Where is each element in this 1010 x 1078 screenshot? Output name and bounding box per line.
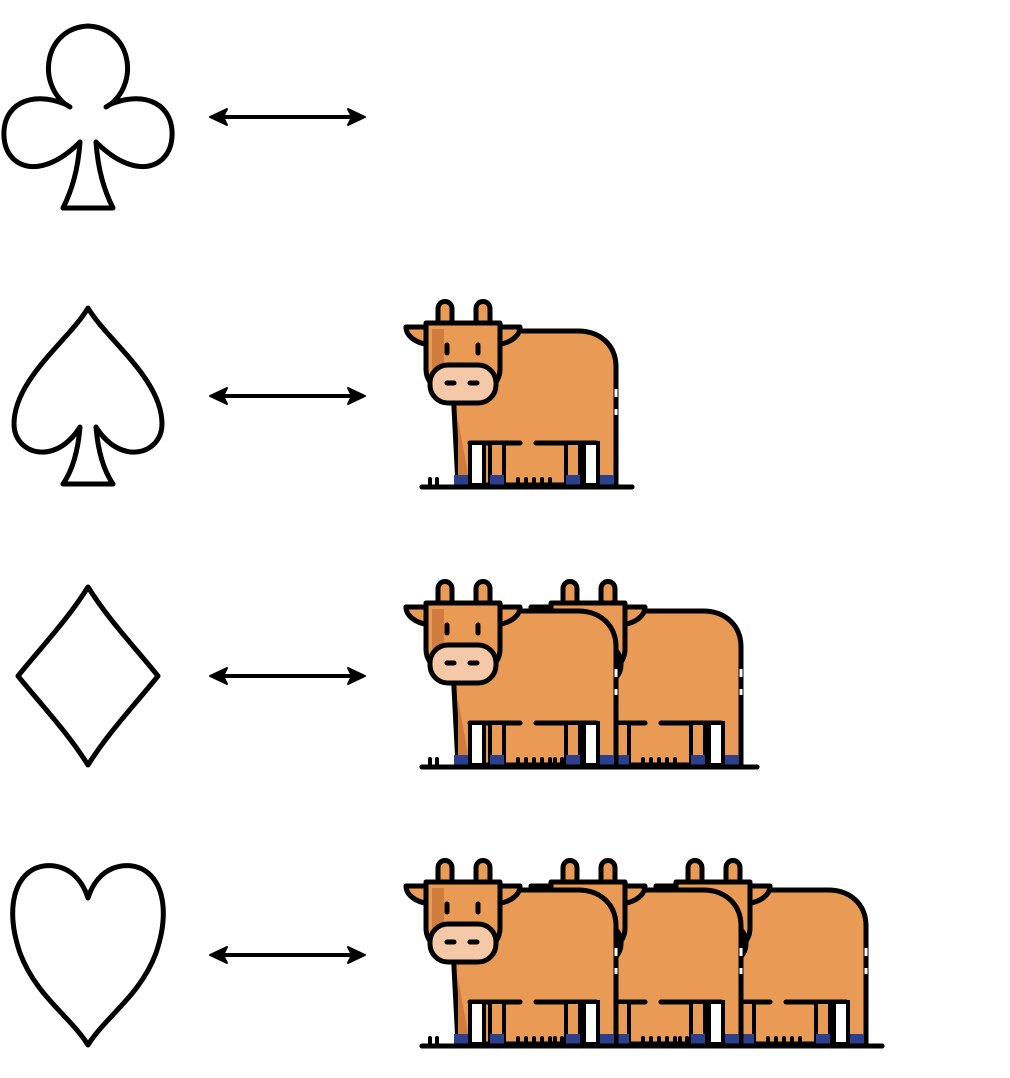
mapping-row-diamond xyxy=(0,559,1010,799)
cow-icon xyxy=(403,299,619,488)
mapping-row-spade xyxy=(0,279,1010,519)
spade-suit-icon xyxy=(11,305,165,487)
heart-suit-icon xyxy=(10,863,166,1048)
double-arrow-icon xyxy=(209,387,366,405)
diamond-suit-icon xyxy=(15,584,161,768)
cow-group xyxy=(403,579,760,770)
cow-group xyxy=(403,858,885,1049)
double-arrow-icon xyxy=(209,108,366,126)
double-arrow-icon xyxy=(209,667,366,685)
cow-icon xyxy=(403,579,619,768)
club-suit-icon xyxy=(1,23,175,211)
double-arrow-icon xyxy=(209,946,366,964)
mapping-row-heart xyxy=(0,838,1010,1078)
cow-group xyxy=(403,299,635,490)
mapping-row-club xyxy=(0,0,1010,240)
cow-icon xyxy=(403,858,619,1047)
